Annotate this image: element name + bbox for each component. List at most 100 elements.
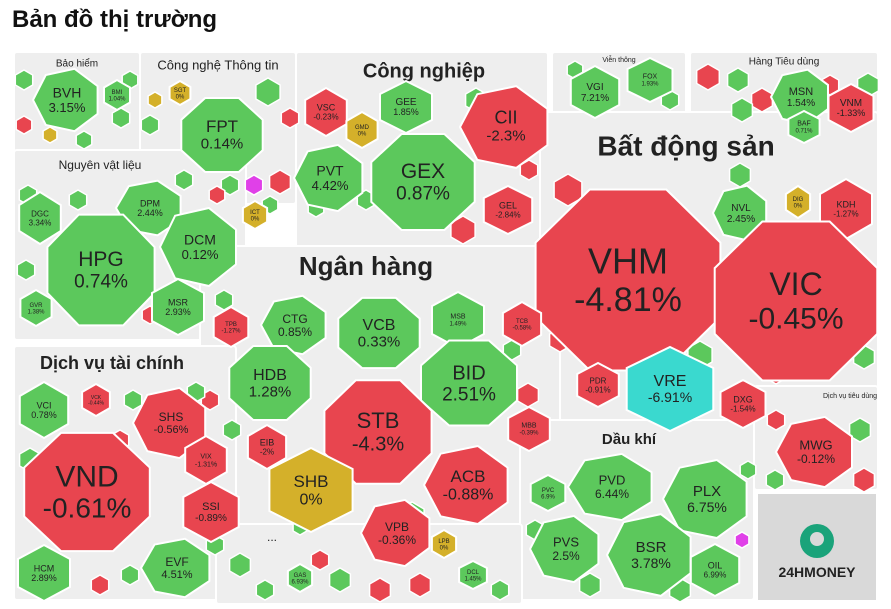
tile-symbol: PVC (542, 488, 555, 494)
filler-tile (730, 97, 754, 123)
tile-shape (17, 543, 71, 603)
tile-symbol: DIG (793, 197, 804, 203)
tile-change: -2% (260, 447, 274, 456)
sector-label: Bảo hiểm (56, 58, 98, 70)
filler-tile (750, 87, 774, 113)
stock-tile-tpb[interactable]: TPB-1.27% (212, 305, 250, 349)
tile-shape (719, 378, 767, 430)
stock-tile-mbb[interactable]: MBB-0.39% (507, 405, 551, 453)
stock-tile-gel[interactable]: GEL-2.84% (482, 184, 534, 236)
tile-symbol: PVD (599, 473, 626, 488)
sector-label: Công nghiệp (363, 60, 485, 82)
tile-symbol: GEX (401, 160, 445, 183)
stock-tile-vhm[interactable]: VHM-4.81% (534, 188, 722, 372)
stock-tile-stb[interactable]: STB-4.3% (323, 379, 433, 485)
tile-symbol: SGT (174, 88, 187, 94)
tile-change: -1.31% (195, 461, 217, 468)
stock-tile-vnd[interactable]: VND-0.61% (23, 431, 151, 553)
stock-tile-mwg[interactable]: MWG-0.12% (774, 415, 853, 489)
stock-tile-ssi[interactable]: SSI-0.89% (182, 480, 240, 544)
tile-symbol: DGC (31, 210, 49, 219)
stock-tile-eib[interactable]: EIB-2% (246, 423, 288, 471)
tile-symbol: GEE (395, 97, 416, 108)
stock-tile-vck[interactable]: VCK-0.44% (81, 382, 111, 418)
stock-tile-cii[interactable]: CII-2.3% (458, 85, 549, 169)
tile-change: 0.74% (74, 271, 128, 292)
filler-tile (280, 107, 300, 129)
stock-tile-vre[interactable]: VRE-6.91% (625, 345, 715, 433)
stock-tile-shs[interactable]: SHS-0.56% (131, 386, 207, 460)
tile-shape (528, 514, 600, 584)
filler-tile (90, 574, 110, 596)
tile-change: -0.23% (313, 112, 338, 121)
stock-tile-vsc[interactable]: VSC-0.23% (304, 86, 348, 138)
tile-shape (626, 56, 674, 104)
filler-tile (726, 67, 750, 93)
stock-tile-vic[interactable]: VIC-0.45% (713, 220, 879, 382)
filler-tile (174, 169, 194, 191)
tile-shape (268, 446, 354, 534)
tile-symbol: STB (357, 408, 400, 433)
stock-tile-vix[interactable]: VIX-1.31% (184, 434, 228, 486)
tile-shape (81, 382, 111, 418)
tile-shape (151, 277, 205, 337)
tile-change: 6.75% (687, 499, 727, 515)
tile-shape (458, 85, 549, 169)
stock-tile-dxg[interactable]: DXG-1.54% (719, 378, 767, 430)
stock-tile-vpb[interactable]: VPB-0.36% (359, 498, 431, 568)
stock-tile-acb[interactable]: ACB-0.88% (422, 444, 509, 526)
tile-symbol: VCB (363, 317, 396, 334)
tile-symbol: NVL (731, 203, 751, 214)
tile-symbol: GMD (355, 125, 370, 131)
stock-tile-vnm[interactable]: VNM-1.33% (827, 82, 875, 134)
tile-shape (661, 458, 748, 540)
tile-shape (131, 386, 207, 460)
tile-shape (246, 423, 288, 471)
tile-change: 0% (251, 216, 260, 222)
tile-shape (420, 339, 518, 427)
tile-shape (482, 184, 534, 236)
stock-tile-tcb[interactable]: TCB-0.58% (501, 300, 543, 348)
filler-tile (255, 579, 275, 601)
stock-tile-pdr[interactable]: PDR-0.91% (576, 361, 620, 409)
tile-symbol: KDH (836, 199, 855, 209)
tile-symbol: MWG (799, 438, 832, 453)
tile-change: 3.78% (631, 555, 671, 571)
